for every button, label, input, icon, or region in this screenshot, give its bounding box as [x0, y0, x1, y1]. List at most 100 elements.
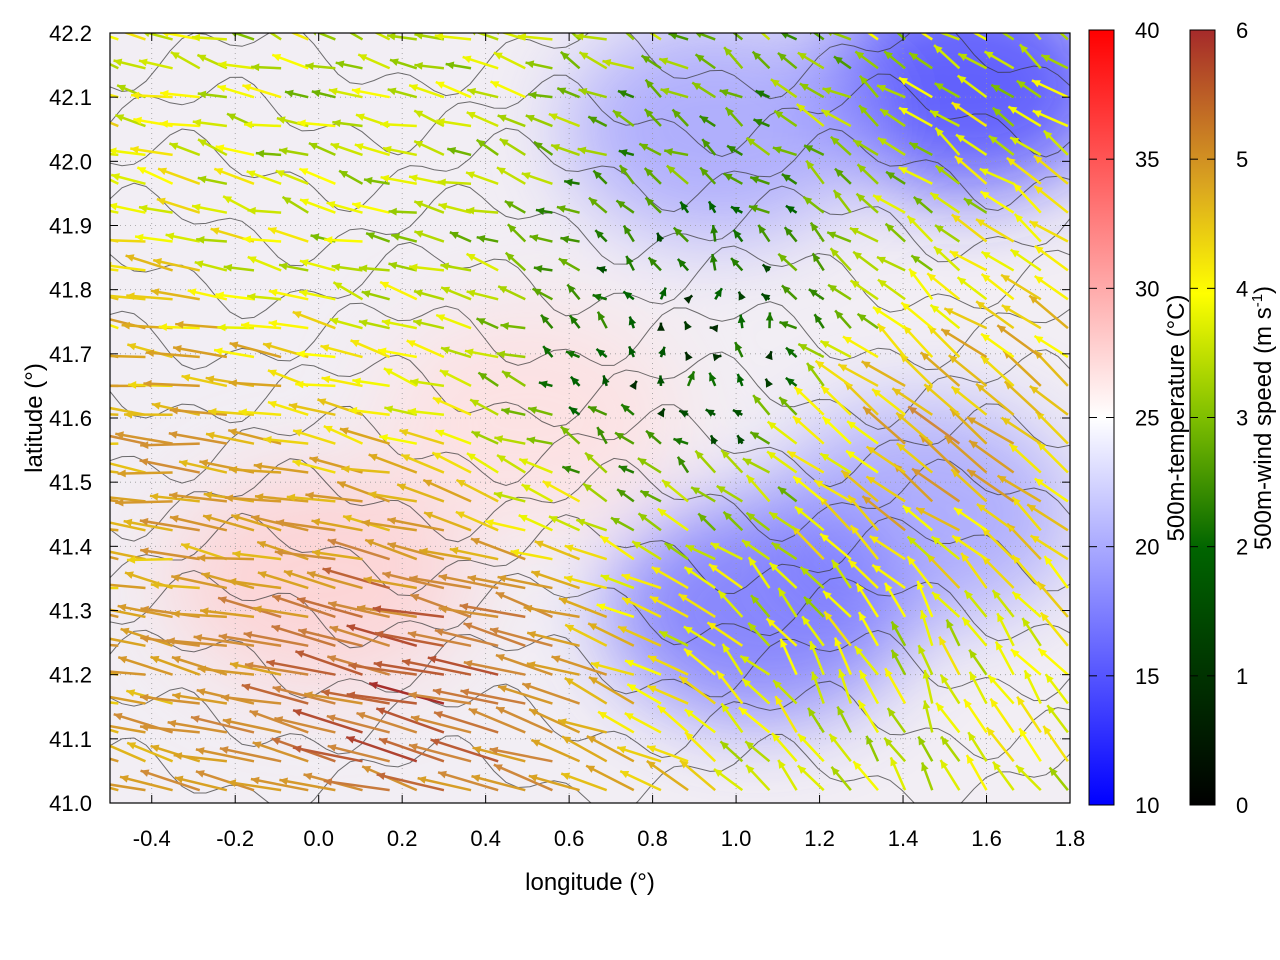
wind-vector: [286, 493, 336, 503]
wind-vector: [889, 756, 907, 791]
wind-vector-head: [525, 60, 535, 69]
wind-vector-head: [295, 650, 305, 658]
wind-vector-shaft: [253, 463, 309, 474]
wind-vector-head: [410, 715, 420, 723]
wind-vector: [311, 549, 363, 561]
wind-vector: [672, 226, 689, 243]
wind-vector-head: [618, 626, 628, 634]
wind-vector: [808, 288, 825, 301]
wind-vector: [339, 427, 391, 445]
wind-vector-head: [368, 453, 378, 462]
wind-vector-head: [326, 714, 336, 722]
y-tick-label: 41.6: [49, 406, 92, 431]
wind-vector: [117, 469, 173, 478]
wind-vector: [1000, 416, 1042, 445]
wind-vector: [980, 332, 1015, 359]
wind-vector: [271, 594, 336, 619]
wind-vector-head: [253, 462, 263, 471]
wind-vector-head: [644, 109, 654, 118]
wind-vector: [626, 683, 662, 705]
wind-vector-shaft: [202, 514, 255, 532]
wind-vector-shaft: [422, 478, 472, 503]
wind-vector: [434, 33, 472, 41]
wind-vector: [933, 245, 961, 272]
wind-vector-shaft: [110, 295, 119, 301]
wind-vector: [949, 407, 988, 445]
wind-vector-head: [1013, 183, 1022, 192]
wind-vector: [621, 596, 662, 619]
wind-vector: [126, 555, 173, 564]
wind-vector-head: [742, 540, 751, 548]
wind-vector-head: [526, 436, 536, 445]
wind-vector: [356, 711, 418, 734]
wind-vector-head: [778, 759, 786, 769]
wind-vector: [1033, 245, 1069, 272]
wind-vector-head: [907, 215, 917, 225]
wind-vector: [929, 191, 961, 214]
wind-vector-head: [662, 480, 671, 489]
wind-vector: [172, 692, 228, 705]
wind-vector-head: [824, 611, 833, 621]
wind-vector-head: [1008, 106, 1018, 115]
wind-vector: [676, 456, 690, 474]
wind-vector-shaft: [327, 744, 390, 763]
wind-vector: [190, 715, 255, 734]
wind-vector-shaft: [423, 511, 472, 532]
wind-vector: [951, 213, 988, 243]
wind-vector: [413, 230, 445, 243]
wind-vector: [1018, 43, 1042, 70]
wind-vector: [243, 631, 309, 648]
wind-vector: [723, 172, 743, 185]
wind-vector-head: [892, 388, 902, 397]
wind-vector: [243, 120, 282, 129]
wind-vector: [558, 597, 608, 619]
wind-vector-head: [191, 33, 201, 42]
wind-vector: [145, 349, 200, 359]
wind-vector: [757, 224, 771, 243]
wind-vector: [785, 204, 798, 214]
wind-vector: [745, 511, 771, 532]
wind-vector-head: [745, 741, 755, 750]
wind-vector-head: [707, 622, 717, 631]
wind-vector: [521, 483, 554, 503]
wind-vector-head: [348, 406, 358, 415]
wind-vector: [408, 743, 472, 763]
wind-vector: [110, 521, 146, 532]
wind-vector: [770, 78, 798, 99]
wind-vector: [730, 205, 743, 214]
wind-vector-shaft: [150, 289, 200, 301]
wind-vector: [1023, 669, 1042, 705]
wind-vector-head: [387, 87, 397, 96]
wind-vector-head: [408, 743, 418, 751]
wind-vector-shaft: [193, 635, 255, 648]
wind-vector-shaft: [558, 597, 608, 619]
wind-vector: [1016, 79, 1042, 99]
wind-vector: [538, 380, 553, 389]
wind-vector-head: [120, 627, 130, 636]
wind-vector-head: [268, 227, 277, 235]
wind-vector-head: [988, 135, 998, 144]
wind-vector-head: [623, 291, 633, 300]
wind-vector: [602, 59, 635, 70]
wind-vector: [765, 312, 774, 329]
wind-vector-shaft: [430, 738, 499, 763]
wind-vector: [712, 353, 722, 362]
wind-vector: [975, 300, 1015, 330]
wind-vector-head: [201, 572, 211, 580]
wind-vector-shaft: [169, 515, 228, 532]
wind-vector-shaft: [361, 520, 417, 532]
wind-vector-head: [628, 316, 637, 326]
wind-vector: [732, 228, 744, 243]
wind-vector: [709, 324, 719, 333]
wind-vector-head: [644, 168, 654, 177]
wind-vector-head: [859, 670, 868, 680]
wind-vector-head: [735, 342, 743, 352]
wind-vector-head: [687, 371, 695, 381]
wind-vector-head: [853, 251, 863, 260]
wind-vector: [786, 450, 825, 474]
wind-vector-head: [470, 399, 480, 407]
wind-vector-head: [810, 222, 819, 232]
wind-vector-shaft: [408, 692, 472, 705]
wind-vector-head: [367, 490, 377, 499]
